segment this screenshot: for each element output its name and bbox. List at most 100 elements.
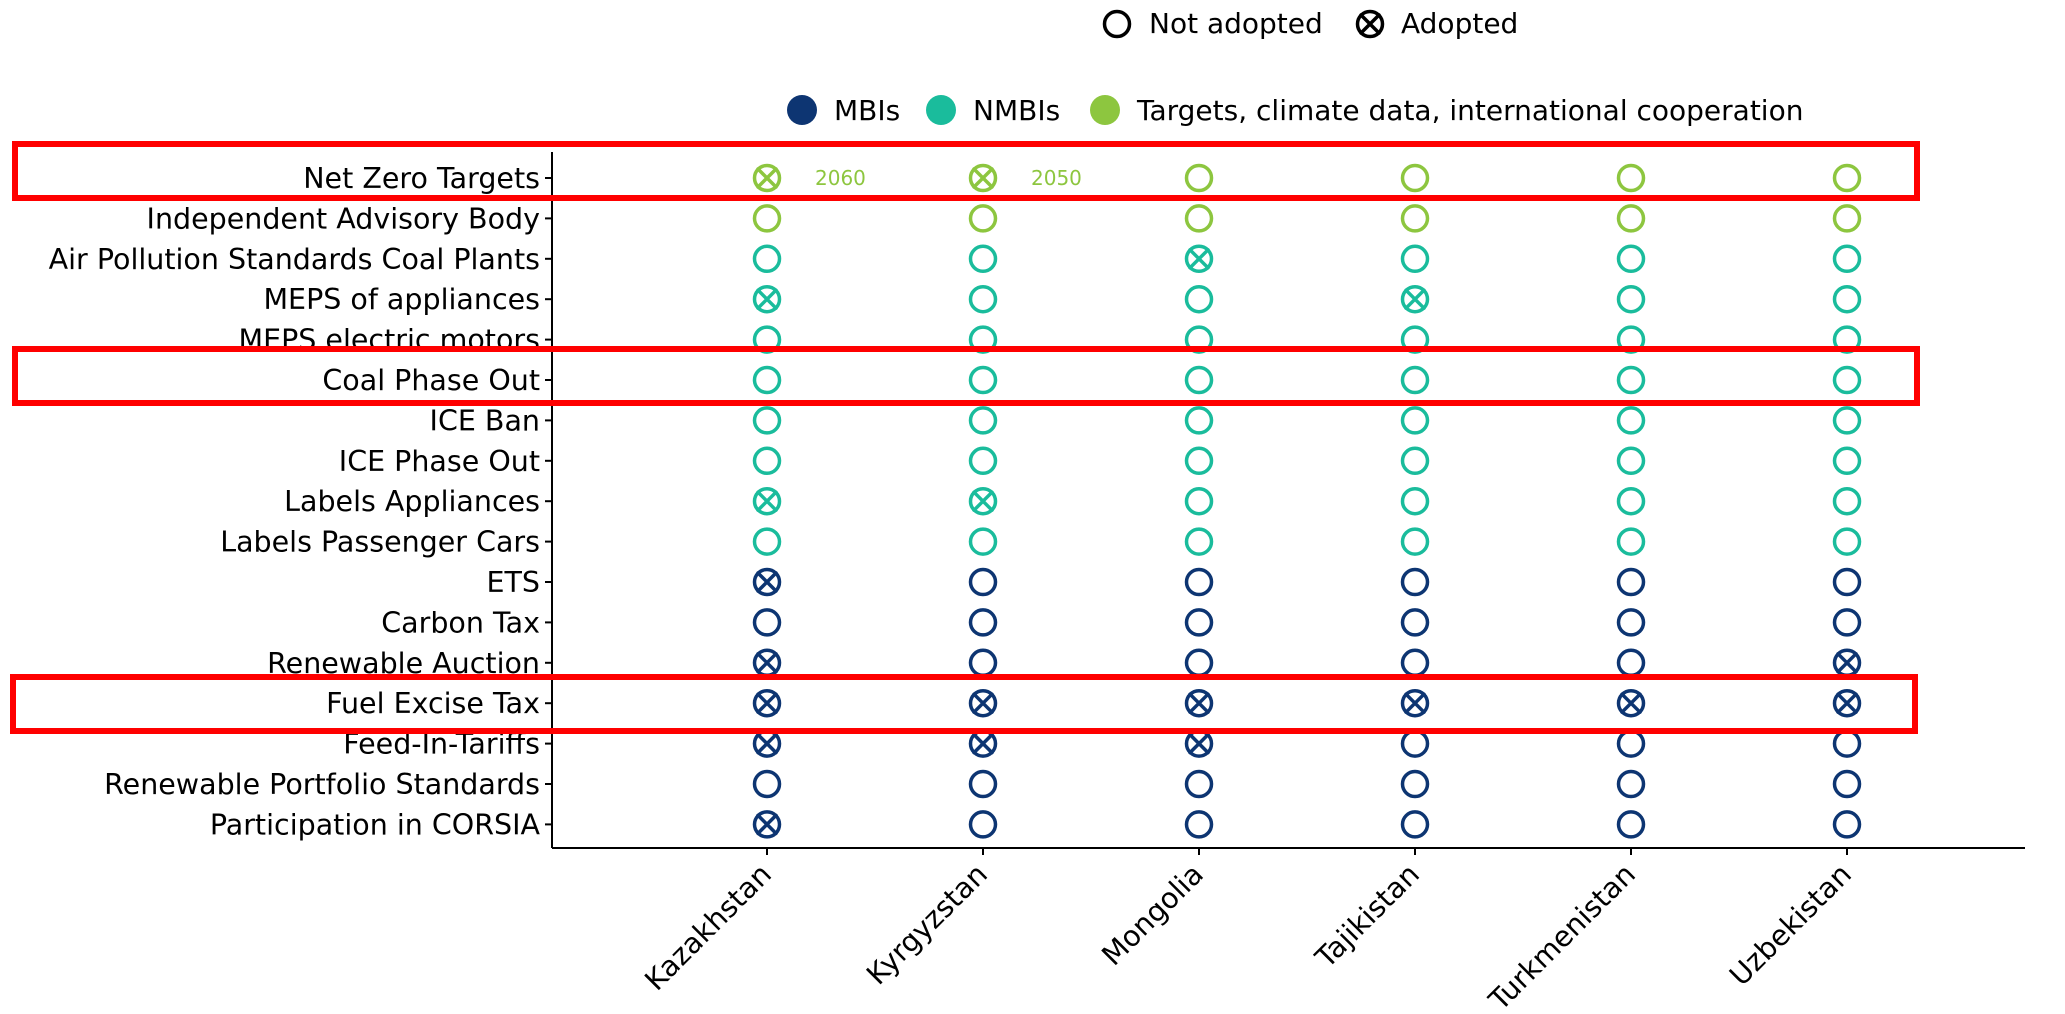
marker-circle [1184, 446, 1214, 476]
y-tick-label: Coal Phase Out [322, 364, 540, 397]
marker-circle [1184, 284, 1214, 314]
adopted-marker [752, 729, 782, 758]
marker-circle [752, 406, 782, 435]
marker-circle [968, 406, 998, 435]
not-adopted-marker [968, 325, 998, 354]
y-tick-label: ICE Ban [430, 404, 540, 437]
marker-circle [1400, 244, 1430, 274]
marker-circle [1184, 810, 1214, 839]
not-adopted-marker [1616, 365, 1646, 395]
not-adopted-marker [1400, 325, 1430, 354]
marker-cross [1188, 248, 1210, 270]
highlight-box [10, 674, 1918, 734]
not-adopted-marker [1832, 729, 1862, 758]
adopted-marker [1832, 688, 1862, 718]
not-adopted-marker [1400, 608, 1430, 637]
marker-circle [1400, 527, 1430, 556]
marker-circle [968, 284, 998, 314]
marker-circle [1616, 365, 1646, 395]
marker-circle [1616, 567, 1646, 597]
not-adopted-marker [752, 325, 782, 354]
not-adopted-marker [1184, 567, 1214, 597]
adopted-marker [752, 567, 782, 597]
marker-circle [1400, 284, 1430, 314]
target-year-label: 2060 [815, 166, 866, 190]
marker-circle [1184, 567, 1214, 597]
x-tick-label: Uzbekistan [1723, 858, 1858, 993]
not-adopted-marker [1400, 648, 1430, 678]
marker-cross [1620, 692, 1642, 714]
marker-circle [1184, 365, 1214, 395]
not-adopted-marker [1832, 486, 1862, 516]
marker-circle [1400, 406, 1430, 435]
adopted-marker [968, 163, 998, 193]
not-adopted-marker [1616, 567, 1646, 597]
adopted-marker [1832, 648, 1862, 678]
not-adopted-marker [1616, 486, 1646, 516]
marker-cross [972, 167, 994, 189]
marker-circle [752, 163, 782, 193]
marker-circle [1832, 567, 1862, 597]
marker-circle [1832, 446, 1862, 476]
marker-circle [968, 163, 998, 193]
category-legend: MBIs NMBIs Targets, climate data, internat… [787, 94, 1803, 127]
marker-circle [968, 608, 998, 637]
marker-cross [756, 288, 778, 310]
marker-circle [968, 648, 998, 678]
marker-circle [1400, 365, 1430, 395]
legend-not-adopted-label: Not adopted [1149, 7, 1323, 40]
not-adopted-marker [1184, 810, 1214, 839]
adopted-marker [1400, 284, 1430, 314]
not-adopted-marker [1616, 406, 1646, 435]
marker-circle [1616, 325, 1646, 354]
marker-circle [1832, 810, 1862, 839]
marker-circle [1184, 648, 1214, 678]
marker-cross [756, 813, 778, 836]
marker-cross [1404, 288, 1426, 310]
adoption-legend: Not adopted Adopted [1102, 7, 1518, 40]
marker-circle [1400, 608, 1430, 637]
y-tick-label: Labels Appliances [284, 485, 540, 518]
highlight-box [12, 346, 1920, 406]
marker-circle [968, 769, 998, 799]
y-tick-label: Independent Advisory Body [147, 202, 541, 235]
marker-circle [1184, 608, 1214, 637]
marker-circle [968, 688, 998, 718]
legend-adopted-label: Adopted [1401, 7, 1518, 40]
marker-circle [1184, 163, 1214, 193]
not-adopted-marker [1184, 527, 1214, 556]
adopted-marker [752, 688, 782, 718]
x-tick-label: Turkmenistan [1482, 858, 1642, 1014]
not-adopted-marker [968, 769, 998, 799]
marker-circle [968, 204, 998, 233]
not-adopted-marker [1184, 325, 1214, 354]
marker-circle [1832, 365, 1862, 395]
adopted-marker [968, 486, 998, 516]
y-tick-label: Net Zero Targets [303, 162, 540, 195]
y-tick-label: Air Pollution Standards Coal Plants [49, 243, 540, 276]
marker-circle [1616, 244, 1646, 274]
y-tick-label: MEPS of appliances [263, 283, 540, 316]
marker-circle [752, 325, 782, 354]
highlight-box [12, 141, 1920, 201]
not-adopted-marker [1616, 284, 1646, 314]
not-adopted-marker [1184, 163, 1214, 193]
not-adopted-marker [1400, 163, 1430, 193]
legend-not-adopted-marker [1102, 9, 1132, 39]
y-tick-label: ICE Phase Out [339, 445, 540, 478]
y-tick-label: Fuel Excise Tax [326, 687, 540, 720]
not-adopted-marker [1184, 608, 1214, 637]
marker-circle [1832, 406, 1862, 435]
not-adopted-marker [1400, 406, 1430, 435]
marker-cross [756, 490, 778, 512]
adopted-marker [1400, 688, 1430, 718]
axes [551, 152, 2025, 849]
marker-circle [1616, 204, 1646, 233]
marker-cross [756, 732, 778, 755]
not-adopted-marker [1832, 608, 1862, 637]
not-adopted-marker [1616, 527, 1646, 556]
legend-label-mbi: MBIs [834, 94, 900, 127]
marker-circle [1184, 244, 1214, 274]
not-adopted-marker [1832, 163, 1862, 193]
not-adopted-marker [1616, 648, 1646, 678]
